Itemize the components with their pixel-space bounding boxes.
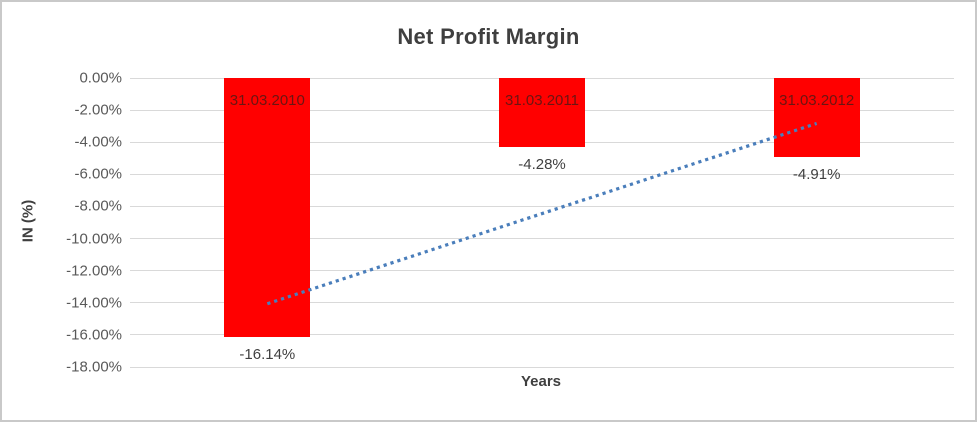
- chart-title: Net Profit Margin: [397, 24, 580, 49]
- y-axis-tick-label: -10.00%: [66, 230, 122, 248]
- gridline: [130, 334, 954, 336]
- gridline: [130, 366, 954, 368]
- x-axis-title: Years: [520, 373, 562, 390]
- bar-31.03.2010[interactable]: [224, 78, 311, 338]
- bar-31.03.2011[interactable]: [499, 78, 585, 147]
- y-axis-tick-label: 0.00%: [79, 69, 122, 87]
- y-axis-tick-label: -14.00%: [66, 294, 122, 312]
- value-label: -4.28%: [518, 155, 566, 173]
- category-label: 31.03.2010: [229, 92, 305, 109]
- y-axis-tick-label: -4.00%: [74, 133, 122, 151]
- category-label: 31.03.2011: [505, 92, 579, 109]
- y-axis-tick-label: -16.00%: [66, 326, 122, 344]
- category-label: 31.03.2012: [779, 92, 855, 109]
- bar-31.03.2012[interactable]: [773, 78, 860, 157]
- y-axis-tick-label: -2.00%: [74, 101, 122, 119]
- y-axis-tick-label: -6.00%: [74, 165, 122, 183]
- value-label: -16.14%: [239, 346, 296, 364]
- y-axis-tick-label: -18.00%: [66, 358, 122, 376]
- y-axis-tick-label: -8.00%: [74, 197, 122, 215]
- value-label: -4.91%: [792, 165, 841, 183]
- y-axis-tick-label: -12.00%: [66, 262, 122, 280]
